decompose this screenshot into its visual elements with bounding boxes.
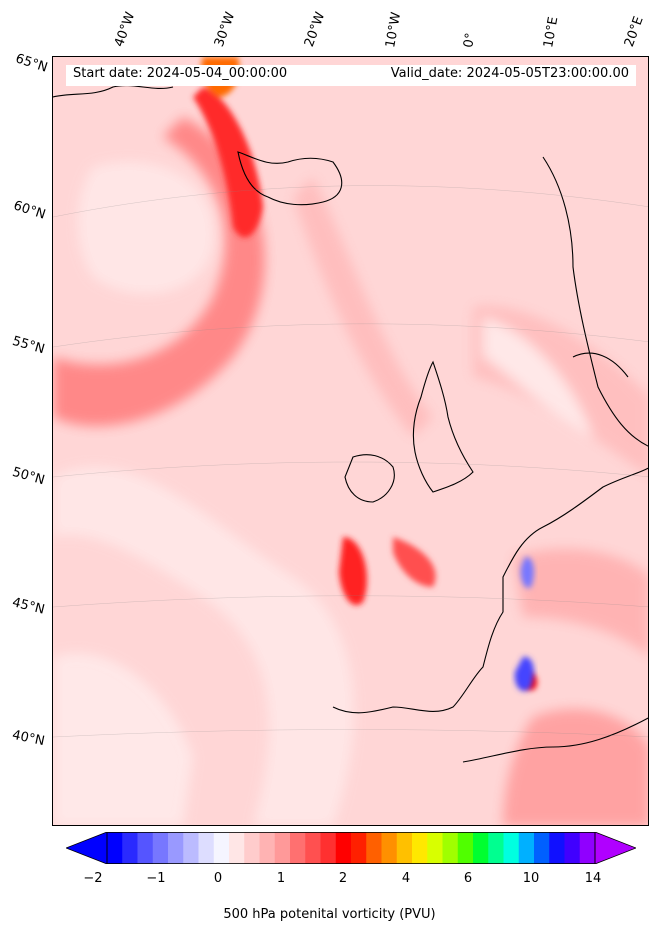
lon-label-40w: 40°W [111,10,139,49]
colorbar-tick-label: 4 [401,871,411,886]
lat-label-65n: 65°N [13,51,50,76]
colorbar [66,832,636,864]
colorbar-title: 500 hPa potenital vorticity (PVU) [223,907,436,922]
colorbar-cell [381,832,398,864]
colorbar-cell [564,832,581,864]
colorbar-cell [259,832,276,864]
colorbar-cell [503,832,520,864]
lon-label-20e: 20°E [621,14,647,50]
header-box [66,65,636,86]
pv-contour-field [53,57,648,825]
colorbar-cell [305,832,321,864]
valid-date-label: Valid_date: 2024-05-05T23:00:00.00 [390,66,629,81]
colorbar-tick-label: 10 [522,871,540,886]
colorbar-extend-high [594,832,636,864]
colorbar-cell [168,832,184,864]
colorbar-cell [549,832,565,864]
colorbar-cell [488,832,504,864]
lat-label-55n: 55°N [10,333,47,358]
colorbar-cell [366,832,382,864]
colorbar-tick-label: −1 [146,871,166,886]
colorbar-cell [229,832,245,864]
colorbar-cell [335,832,352,864]
lat-label-40n: 40°N [10,727,46,750]
colorbar-tick-label: 6 [463,871,473,886]
colorbar-cell [518,832,535,864]
lat-label-45n: 45°N [10,595,47,618]
lat-label-50n: 50°N [10,464,47,489]
lat-label-60n: 60°N [11,198,48,223]
colorbar-tick-label: 2 [338,871,348,886]
lon-label-30w: 30°W [211,10,239,49]
lon-label-20w: 20°W [301,10,329,49]
colorbar-cell [122,832,138,864]
colorbar-tick-label: 14 [584,871,602,886]
colorbar-cell [412,832,428,864]
colorbar-cell [457,832,474,864]
colorbar-cell [534,832,550,864]
colorbar-cell [274,832,291,864]
start-date-label: Start date: 2024-05-04_00:00:00 [73,66,288,81]
colorbar-extend-low [66,832,108,864]
colorbar-tick-label: −2 [83,871,103,886]
colorbar-cell [244,832,260,864]
colorbar-cell [442,832,459,864]
colorbar-cell [351,832,367,864]
colorbar-cell [198,832,215,864]
colorbar-cell [213,832,230,864]
colorbar-cell [107,832,123,864]
colorbar-tick-label: 1 [276,871,286,886]
colorbar-cell [427,832,443,864]
colorbar-cell [152,832,169,864]
colorbar-cell [183,832,199,864]
colorbar-cell [579,832,596,864]
colorbar-cell [396,832,413,864]
colorbar-cell [290,832,306,864]
colorbar-tick-label: 0 [213,871,223,886]
colorbar-cell [320,832,337,864]
colorbar-cell [473,832,489,864]
lon-label-10e: 10°E [541,15,562,49]
lon-label-10w: 10°W [383,11,405,50]
pv-map [52,56,649,826]
lon-label-0: 0° [461,31,479,49]
colorbar-cell [137,832,154,864]
